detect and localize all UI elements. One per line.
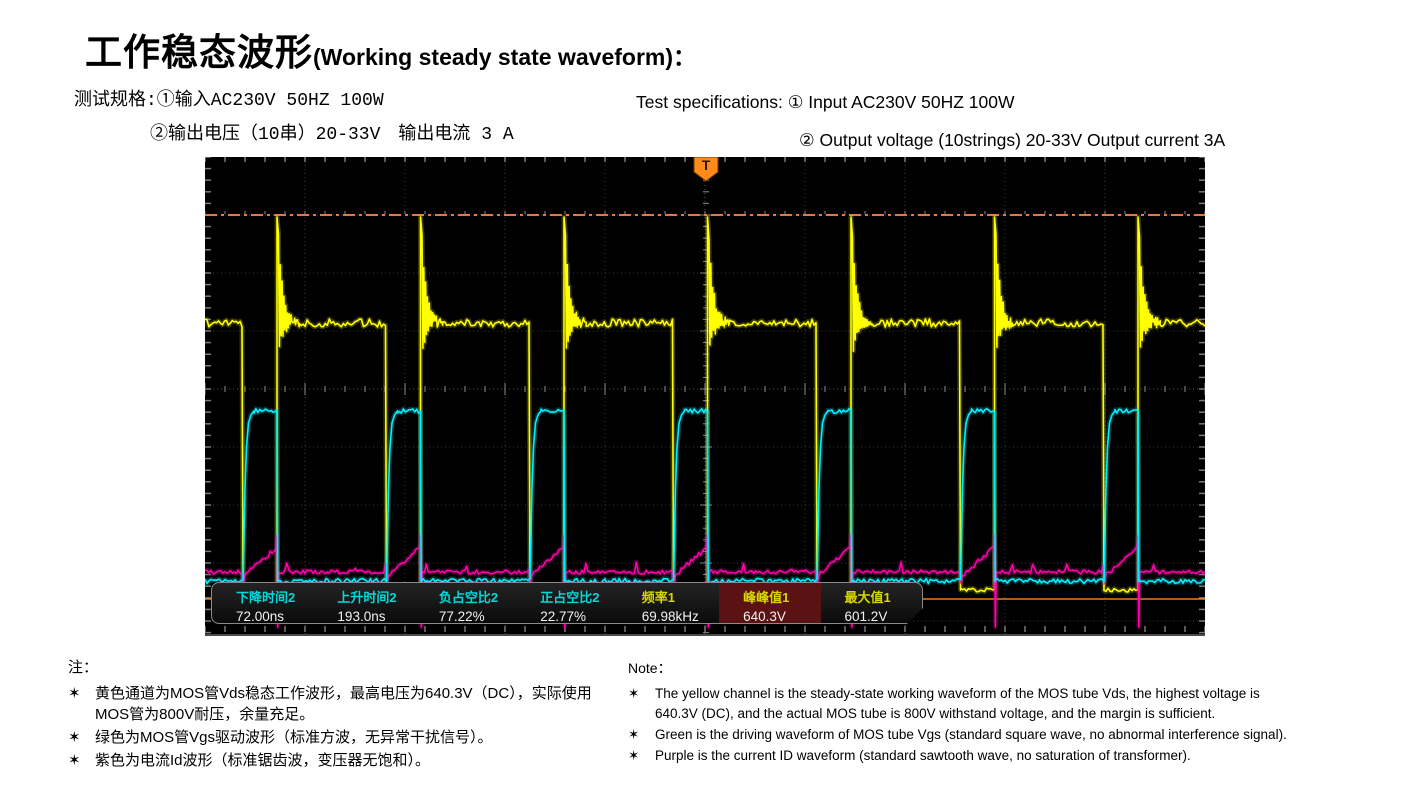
star-bullet-icon: ✶ xyxy=(628,686,640,701)
notes-en-heading: Note： xyxy=(628,660,672,676)
note-item: ✶ 紫色为电流Id波形（标准锯齿波，变压器无饱和）。 xyxy=(68,750,600,771)
id-current-trace xyxy=(205,534,1205,628)
measurement-label: 下降时间2 xyxy=(236,590,296,605)
test-spec-zh-line2: ②输出电压（10串）20-33V 输出电流 3 A xyxy=(150,125,514,145)
note-item: ✶ The yellow channel is the steady-state … xyxy=(628,684,1300,724)
measurement-value: 22.77% xyxy=(540,609,587,623)
measurement-cell: 最大值1 601.2V xyxy=(821,583,922,623)
measurement-value: 640.3V xyxy=(743,609,786,623)
measurement-value: 193.0ns xyxy=(337,609,386,623)
notes-en: Note： ✶ The yellow channel is the steady-… xyxy=(628,658,1300,767)
ch1-vds-trace xyxy=(205,216,1205,593)
measurement-value: 69.98kHz xyxy=(641,609,699,623)
trigger-marker-icon: T xyxy=(693,157,719,182)
star-bullet-icon: ✶ xyxy=(628,748,640,763)
oscilloscope-waveform-plot: T xyxy=(205,157,1205,634)
measurement-label: 频率1 xyxy=(641,590,675,605)
note-text: Green is the driving waveform of MOS tub… xyxy=(655,727,1287,742)
note-item: ✶ Green is the driving waveform of MOS tu… xyxy=(628,725,1300,745)
measurement-bar: 下降时间2 72.00ns 上升时间2 193.0ns 负占空比2 77.22% 正占空比2… xyxy=(211,582,923,624)
notes-en-list: ✶ The yellow channel is the steady-state … xyxy=(628,684,1300,766)
note-text: Purple is the current ID waveform (stand… xyxy=(655,748,1191,763)
measurement-value: 601.2V xyxy=(844,609,888,623)
test-spec-zh-line1: 测试规格:①输入AC230V 50HZ 100W xyxy=(74,91,384,111)
test-spec-en-line2: ② Output voltage (10strings) 20-33V Outp… xyxy=(799,130,1226,150)
test-spec-en-line1: Test specifications: ① Input AC230V 50HZ… xyxy=(636,92,1015,112)
measurement-value: 72.00ns xyxy=(236,609,285,623)
measurement-label: 最大值1 xyxy=(844,590,891,605)
star-bullet-icon: ✶ xyxy=(68,752,81,769)
note-text: 绿色为MOS管Vgs驱动波形（标准方波，无异常干扰信号）。 xyxy=(95,729,493,746)
note-item: ✶ Purple is the current ID waveform (stan… xyxy=(628,746,1300,766)
measurement-label: 正占空比2 xyxy=(540,590,600,605)
page-title-zh: 工作稳态波形 xyxy=(85,33,313,74)
star-bullet-icon: ✶ xyxy=(68,685,81,702)
measurement-label: 上升时间2 xyxy=(337,590,397,605)
note-text: 黄色通道为MOS管Vds稳态工作波形，最高电压为640.3V（DC），实际使用M… xyxy=(95,685,592,723)
note-text: The yellow channel is the steady-state w… xyxy=(655,686,1260,721)
measurement-cell: 频率1 69.98kHz xyxy=(618,583,719,623)
note-item: ✶ 黄色通道为MOS管Vds稳态工作波形，最高电压为640.3V（DC），实际使用… xyxy=(68,683,600,725)
measurement-cell: 峰峰值1 640.3V xyxy=(719,583,820,623)
trigger-marker-label: T xyxy=(702,157,711,173)
measurement-cell: 负占空比2 77.22% xyxy=(415,583,516,623)
note-text: 紫色为电流Id波形（标准锯齿波，变压器无饱和）。 xyxy=(95,752,431,769)
notes-zh-heading: 注： xyxy=(68,659,99,676)
page-title: 工作稳态波形(Working steady state waveform)： xyxy=(85,22,696,76)
star-bullet-icon: ✶ xyxy=(628,727,640,742)
measurement-cell: 上升时间2 193.0ns xyxy=(313,583,414,623)
measurement-value: 77.22% xyxy=(438,609,485,623)
page-title-en: (Working steady state waveform)： xyxy=(313,44,697,70)
notes-zh: 注： ✶ 黄色通道为MOS管Vds稳态工作波形，最高电压为640.3V（DC），实… xyxy=(68,656,600,773)
oscilloscope-screenshot: T 下降时间2 72.00ns 上升时间2 193.0ns 负占空比2 77.22% 正占空… xyxy=(205,157,1205,636)
measurement-cell: 下降时间2 72.00ns xyxy=(212,583,313,623)
measurement-label: 峰峰值1 xyxy=(743,590,790,605)
notes-zh-list: ✶ 黄色通道为MOS管Vds稳态工作波形，最高电压为640.3V（DC），实际使用… xyxy=(68,683,600,771)
measurement-cell: 正占空比2 22.77% xyxy=(516,583,617,623)
note-item: ✶ 绿色为MOS管Vgs驱动波形（标准方波，无异常干扰信号）。 xyxy=(68,727,600,748)
star-bullet-icon: ✶ xyxy=(68,729,81,746)
measurement-label: 负占空比2 xyxy=(438,590,499,605)
